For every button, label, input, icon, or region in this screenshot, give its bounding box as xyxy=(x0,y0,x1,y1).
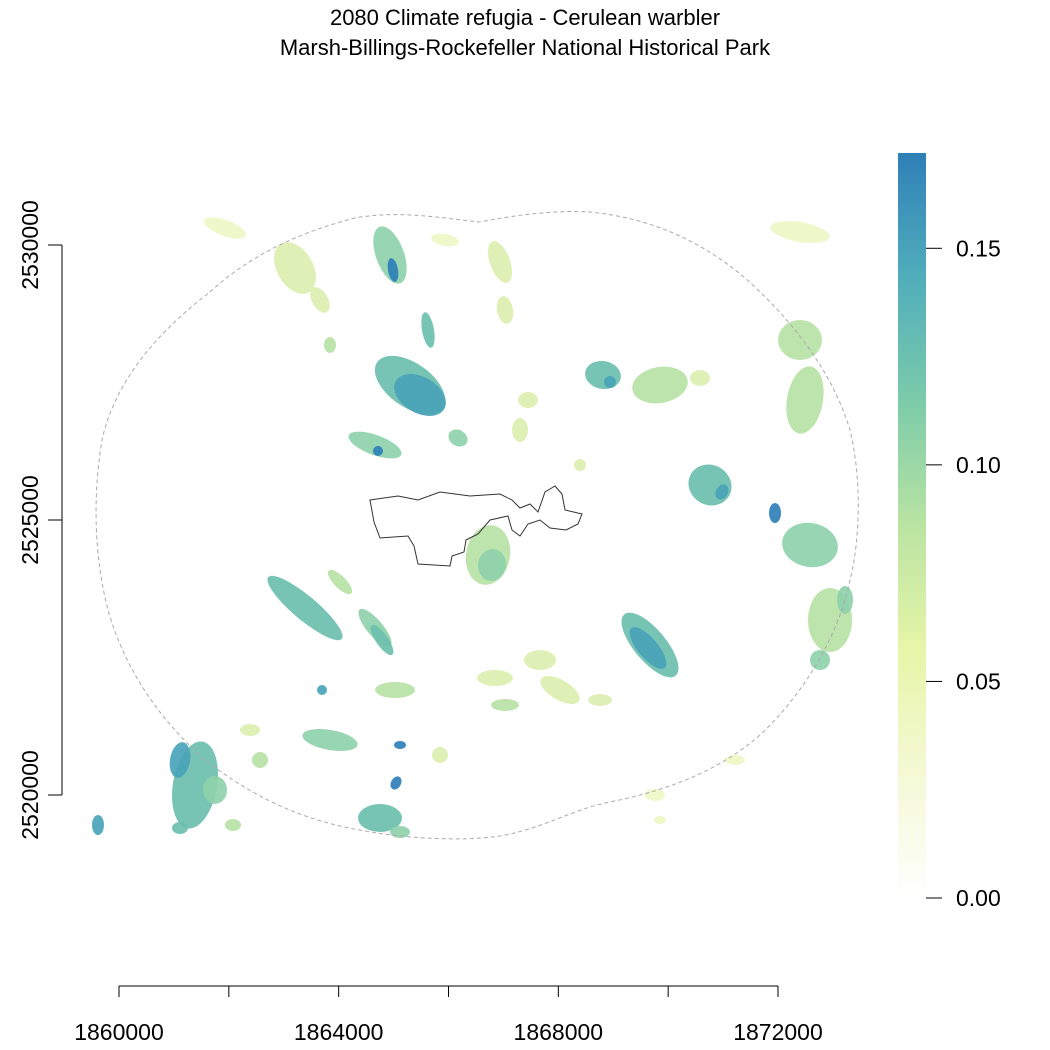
refugia-patch xyxy=(769,503,781,523)
refugia-patch xyxy=(169,742,191,778)
refugia-patch xyxy=(310,287,330,313)
refugia-patch xyxy=(487,241,513,283)
refugia-patch xyxy=(204,217,246,239)
refugia-patch xyxy=(477,670,513,686)
refugia-patch xyxy=(770,220,830,244)
refugia-patch xyxy=(172,822,188,834)
legend-colorbar xyxy=(898,153,926,898)
refugia-patch xyxy=(432,747,448,763)
refugia-patch xyxy=(274,242,316,294)
refugia-patch xyxy=(431,233,459,247)
refugia-patch xyxy=(540,676,580,704)
park-boundary xyxy=(369,485,583,567)
refugia-patch xyxy=(240,724,260,736)
refugia-patch xyxy=(690,370,710,386)
x-tick-label: 1872000 xyxy=(733,1019,823,1045)
refugia-patch xyxy=(267,575,343,641)
refugia-patch xyxy=(448,429,468,447)
legend-ticks: 0.00 0.05 0.10 0.15 xyxy=(926,235,1001,911)
refugia-patch xyxy=(252,752,268,768)
refugia-patch xyxy=(394,741,406,749)
refugia-patch xyxy=(725,755,745,765)
refugia-patch xyxy=(518,392,538,408)
x-axis: 1860000 1864000 1868000 1872000 xyxy=(74,985,823,1045)
refugia-patch xyxy=(375,682,415,698)
refugia-patch xyxy=(348,431,402,459)
refugia-patch xyxy=(585,360,621,390)
refugia-patch xyxy=(786,366,824,434)
refugia-patch xyxy=(477,549,507,581)
y-tick-label: 2520000 xyxy=(17,750,43,840)
refugia-patch xyxy=(688,464,732,506)
refugia-patch xyxy=(302,729,358,751)
refugia-patch xyxy=(810,650,830,670)
refugia-patch xyxy=(387,258,399,282)
refugia-patch xyxy=(604,376,616,388)
refugia-patch xyxy=(632,366,688,404)
y-tick-label: 2530000 xyxy=(17,200,43,290)
refugia-patch xyxy=(390,776,402,790)
legend-tick-label: 0.00 xyxy=(956,885,1001,911)
refugia-patch xyxy=(491,699,519,711)
refugia-patch xyxy=(358,804,402,832)
refugia-patch xyxy=(373,226,407,284)
refugia-patch xyxy=(629,627,667,669)
refugia-patch xyxy=(203,776,227,804)
map-title-line-1: 2080 Climate refugia - Cerulean warbler xyxy=(329,5,721,30)
refugia-patch xyxy=(370,624,394,656)
legend-tick-label: 0.10 xyxy=(956,452,1001,478)
refugia-patch xyxy=(654,816,666,824)
refugia-patch xyxy=(373,446,383,456)
x-tick-label: 1868000 xyxy=(514,1019,604,1045)
refugia-patch xyxy=(324,337,336,353)
refugia-patch xyxy=(715,484,729,500)
refugia-patch xyxy=(496,296,514,324)
x-tick-label: 1864000 xyxy=(294,1019,384,1045)
legend-tick-label: 0.05 xyxy=(956,668,1001,694)
refugia-raster xyxy=(92,217,853,838)
map-title-line-2: Marsh-Billings-Rockefeller National Hist… xyxy=(279,35,771,60)
y-axis: 2520000 2525000 2530000 xyxy=(17,200,63,840)
refugia-patch xyxy=(778,320,822,360)
buffer-boundary xyxy=(95,210,859,840)
refugia-patch xyxy=(512,418,528,442)
x-tick-label: 1860000 xyxy=(74,1019,164,1045)
refugia-patch xyxy=(837,586,853,614)
refugia-patch xyxy=(588,694,612,706)
refugia-patch xyxy=(394,374,446,416)
legend-tick-label: 0.15 xyxy=(956,235,1001,261)
refugia-patch xyxy=(574,459,586,471)
refugia-patch xyxy=(782,522,838,568)
refugia-patch xyxy=(421,312,435,348)
refugia-patch xyxy=(317,685,327,695)
refugia-patch xyxy=(645,789,665,801)
refugia-patch xyxy=(327,569,353,595)
y-tick-label: 2525000 xyxy=(17,475,43,565)
refugia-patch xyxy=(524,650,556,670)
refugia-patch xyxy=(92,815,104,835)
refugia-patch xyxy=(225,819,241,831)
